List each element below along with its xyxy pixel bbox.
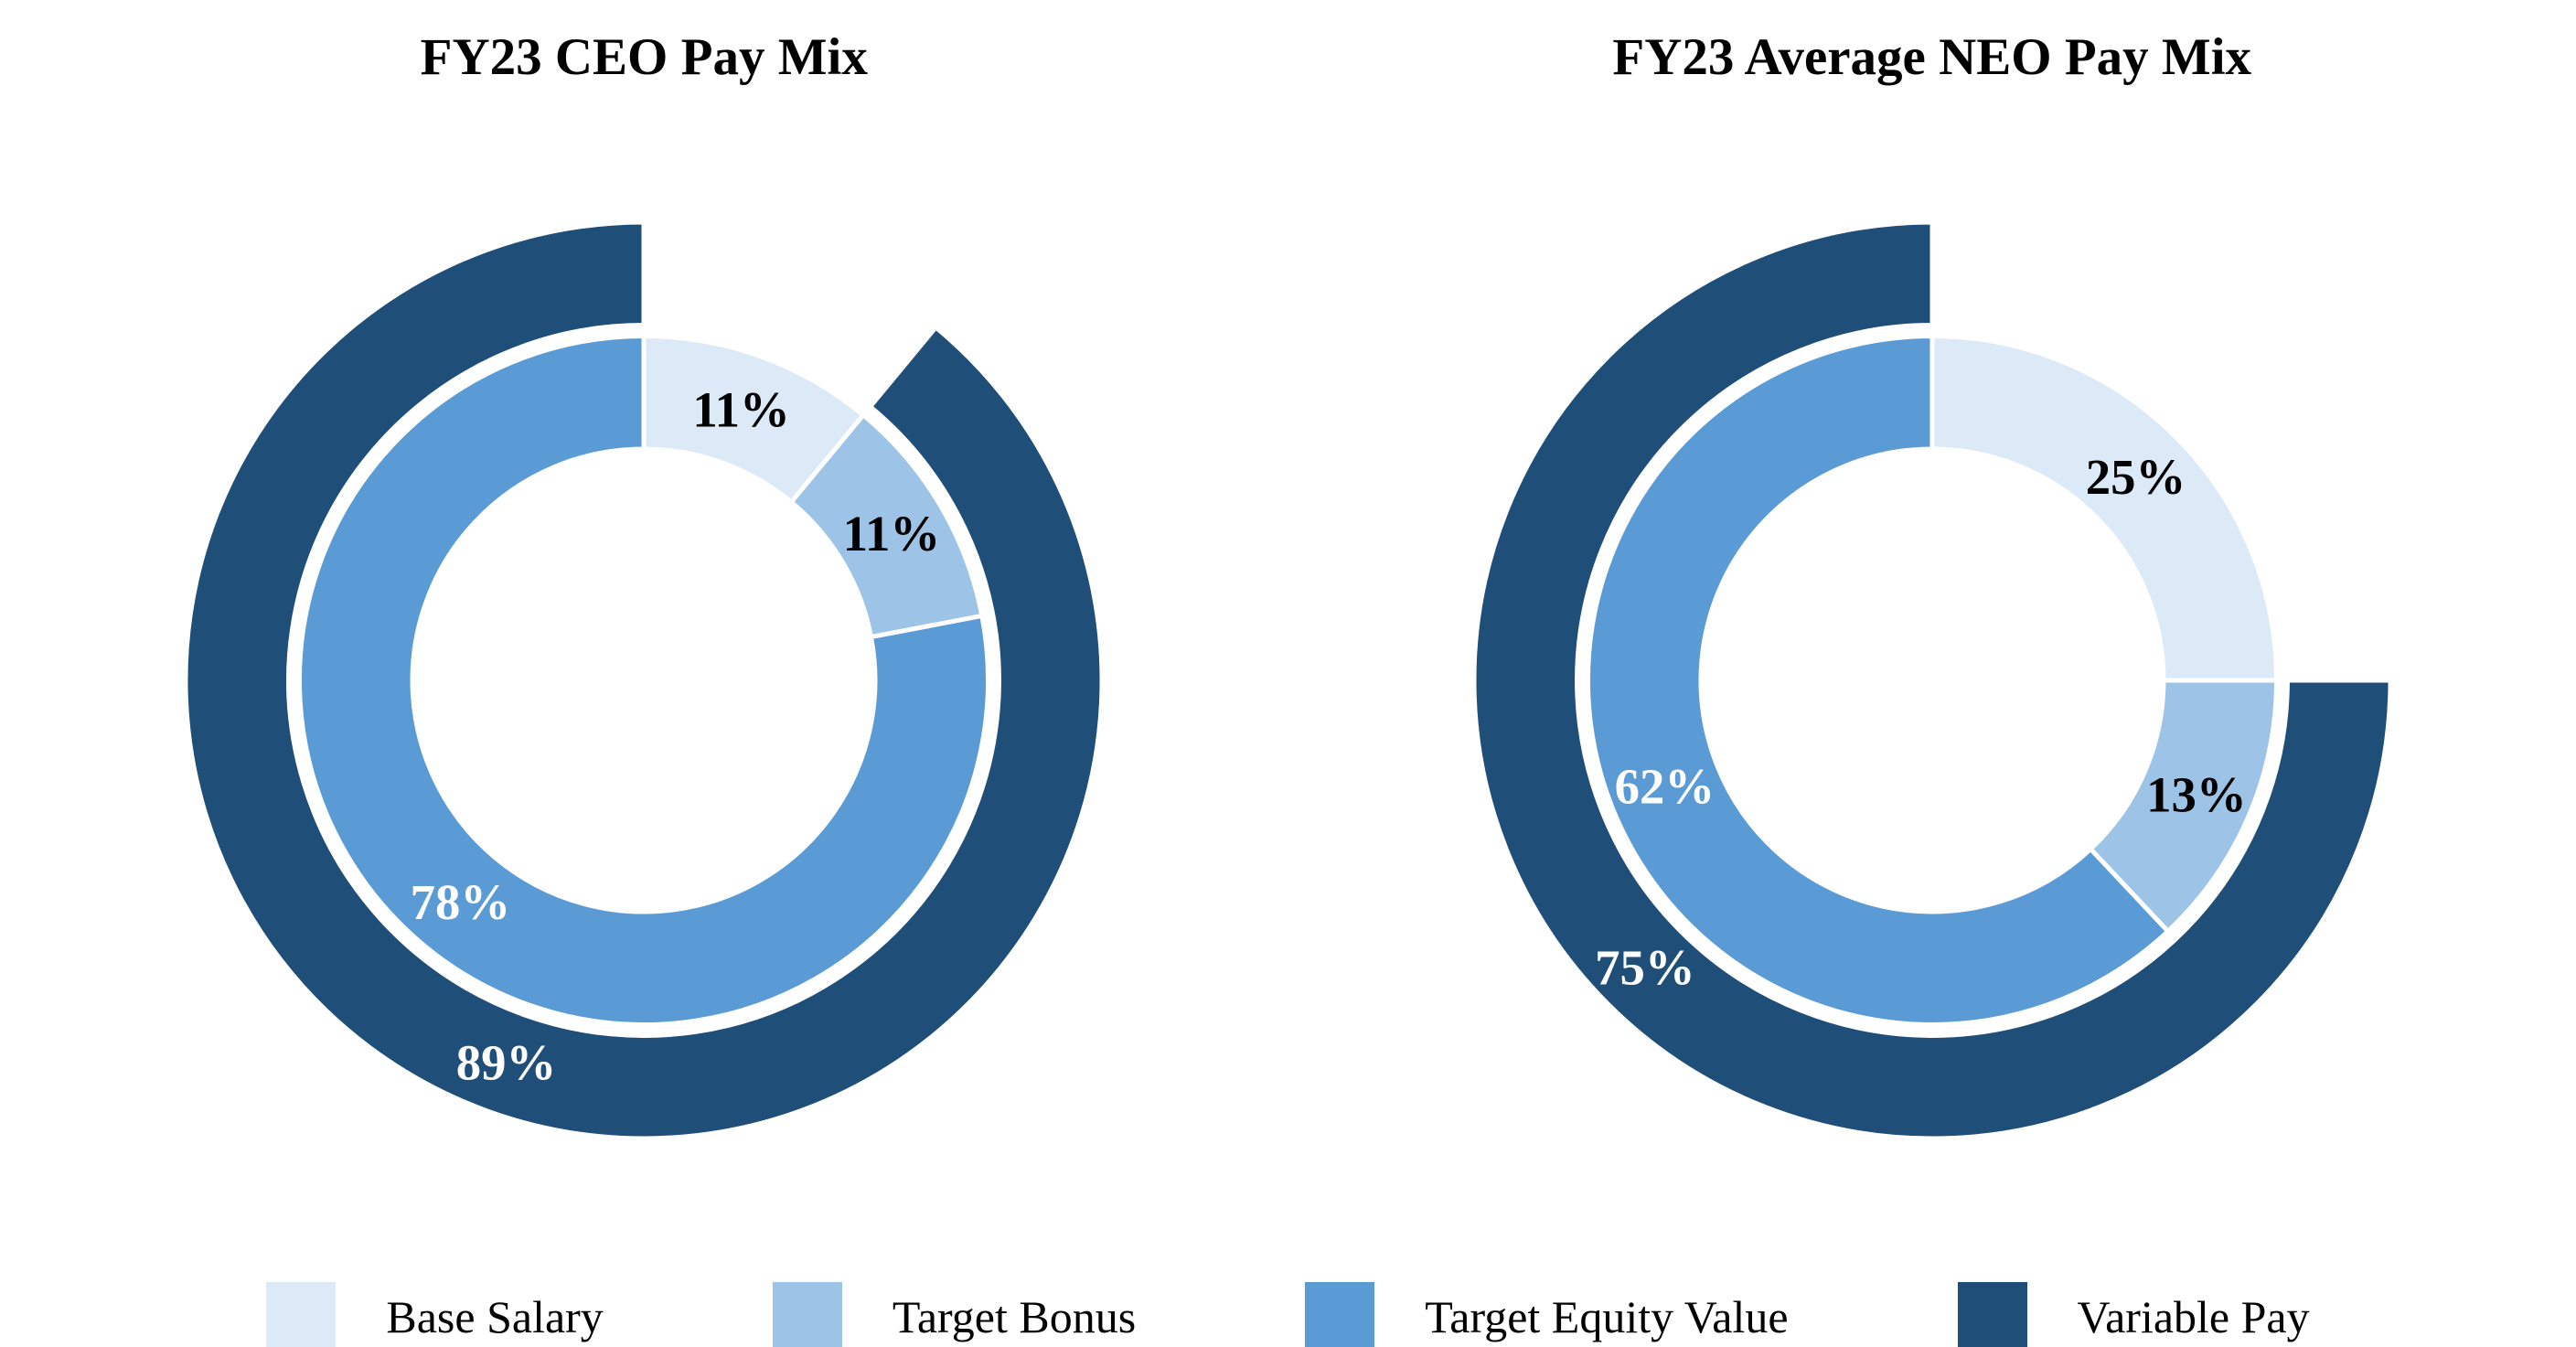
inner-donut-slice-base-salary [1929,333,2279,683]
outer-ring-label-variable-pay: 75% [1595,939,1695,995]
legend-item-variable-pay: Variable Pay [1957,1281,2310,1347]
legend-label-target-equity-value: Target Equity Value [1425,1290,1789,1342]
inner-donut-slice-target-equity-value [1585,333,2170,1027]
inner-donut-slice-target-equity-value [297,333,991,1027]
legend-label-base-salary: Base Salary [386,1290,604,1342]
outer-ring-label-variable-pay: 89% [456,1034,557,1090]
legend-item-target-equity-value: Target Equity Value [1305,1281,1789,1347]
legend-item-base-salary: Base Salary [266,1281,604,1347]
ceo-pay-mix-donut-chart: 11% 11% 78% 89% [183,219,1105,1141]
inner-slice-label-target-bonus: 11% [843,506,941,561]
outer-ring-slice-variable-pay [1471,219,2393,1141]
ceo-chart-title: FY23 CEO Pay Mix [420,28,868,86]
outer-ring-slice-variable-pay [183,219,1105,1141]
ceo-pay-mix-chart-section: FY23 CEO Pay Mix 11% 11% 78% 89% [0,0,1288,1145]
inner-slice-label-target-equity-value: 78% [411,874,511,930]
neo-pay-mix-chart-section: FY23 Average NEO Pay Mix 25% 13% 62% 75% [1288,0,2576,1145]
legend-label-variable-pay: Variable Pay [2077,1290,2310,1342]
neo-pay-mix-donut-chart: 25% 13% 62% 75% [1471,219,2393,1141]
target-bonus-swatch-icon [772,1281,842,1347]
inner-slice-label-base-salary: 11% [693,381,791,437]
inner-slice-label-target-bonus: 13% [2146,766,2247,822]
legend-item-target-bonus: Target Bonus [772,1281,1137,1347]
legend-label-target-bonus: Target Bonus [892,1290,1137,1342]
inner-slice-label-target-equity-value: 62% [1614,758,1715,814]
base-salary-swatch-icon [266,1281,337,1347]
chart-legend: Base Salary Target Bonus Target Equity V… [0,1281,2576,1347]
variable-pay-swatch-icon [1957,1281,2027,1347]
target-equity-value-swatch-icon [1305,1281,1375,1347]
inner-slice-label-base-salary: 25% [2086,449,2186,505]
neo-chart-title: FY23 Average NEO Pay Mix [1612,28,2252,86]
charts-row: FY23 CEO Pay Mix 11% 11% 78% 89% FY23 Avera… [0,0,2576,1145]
